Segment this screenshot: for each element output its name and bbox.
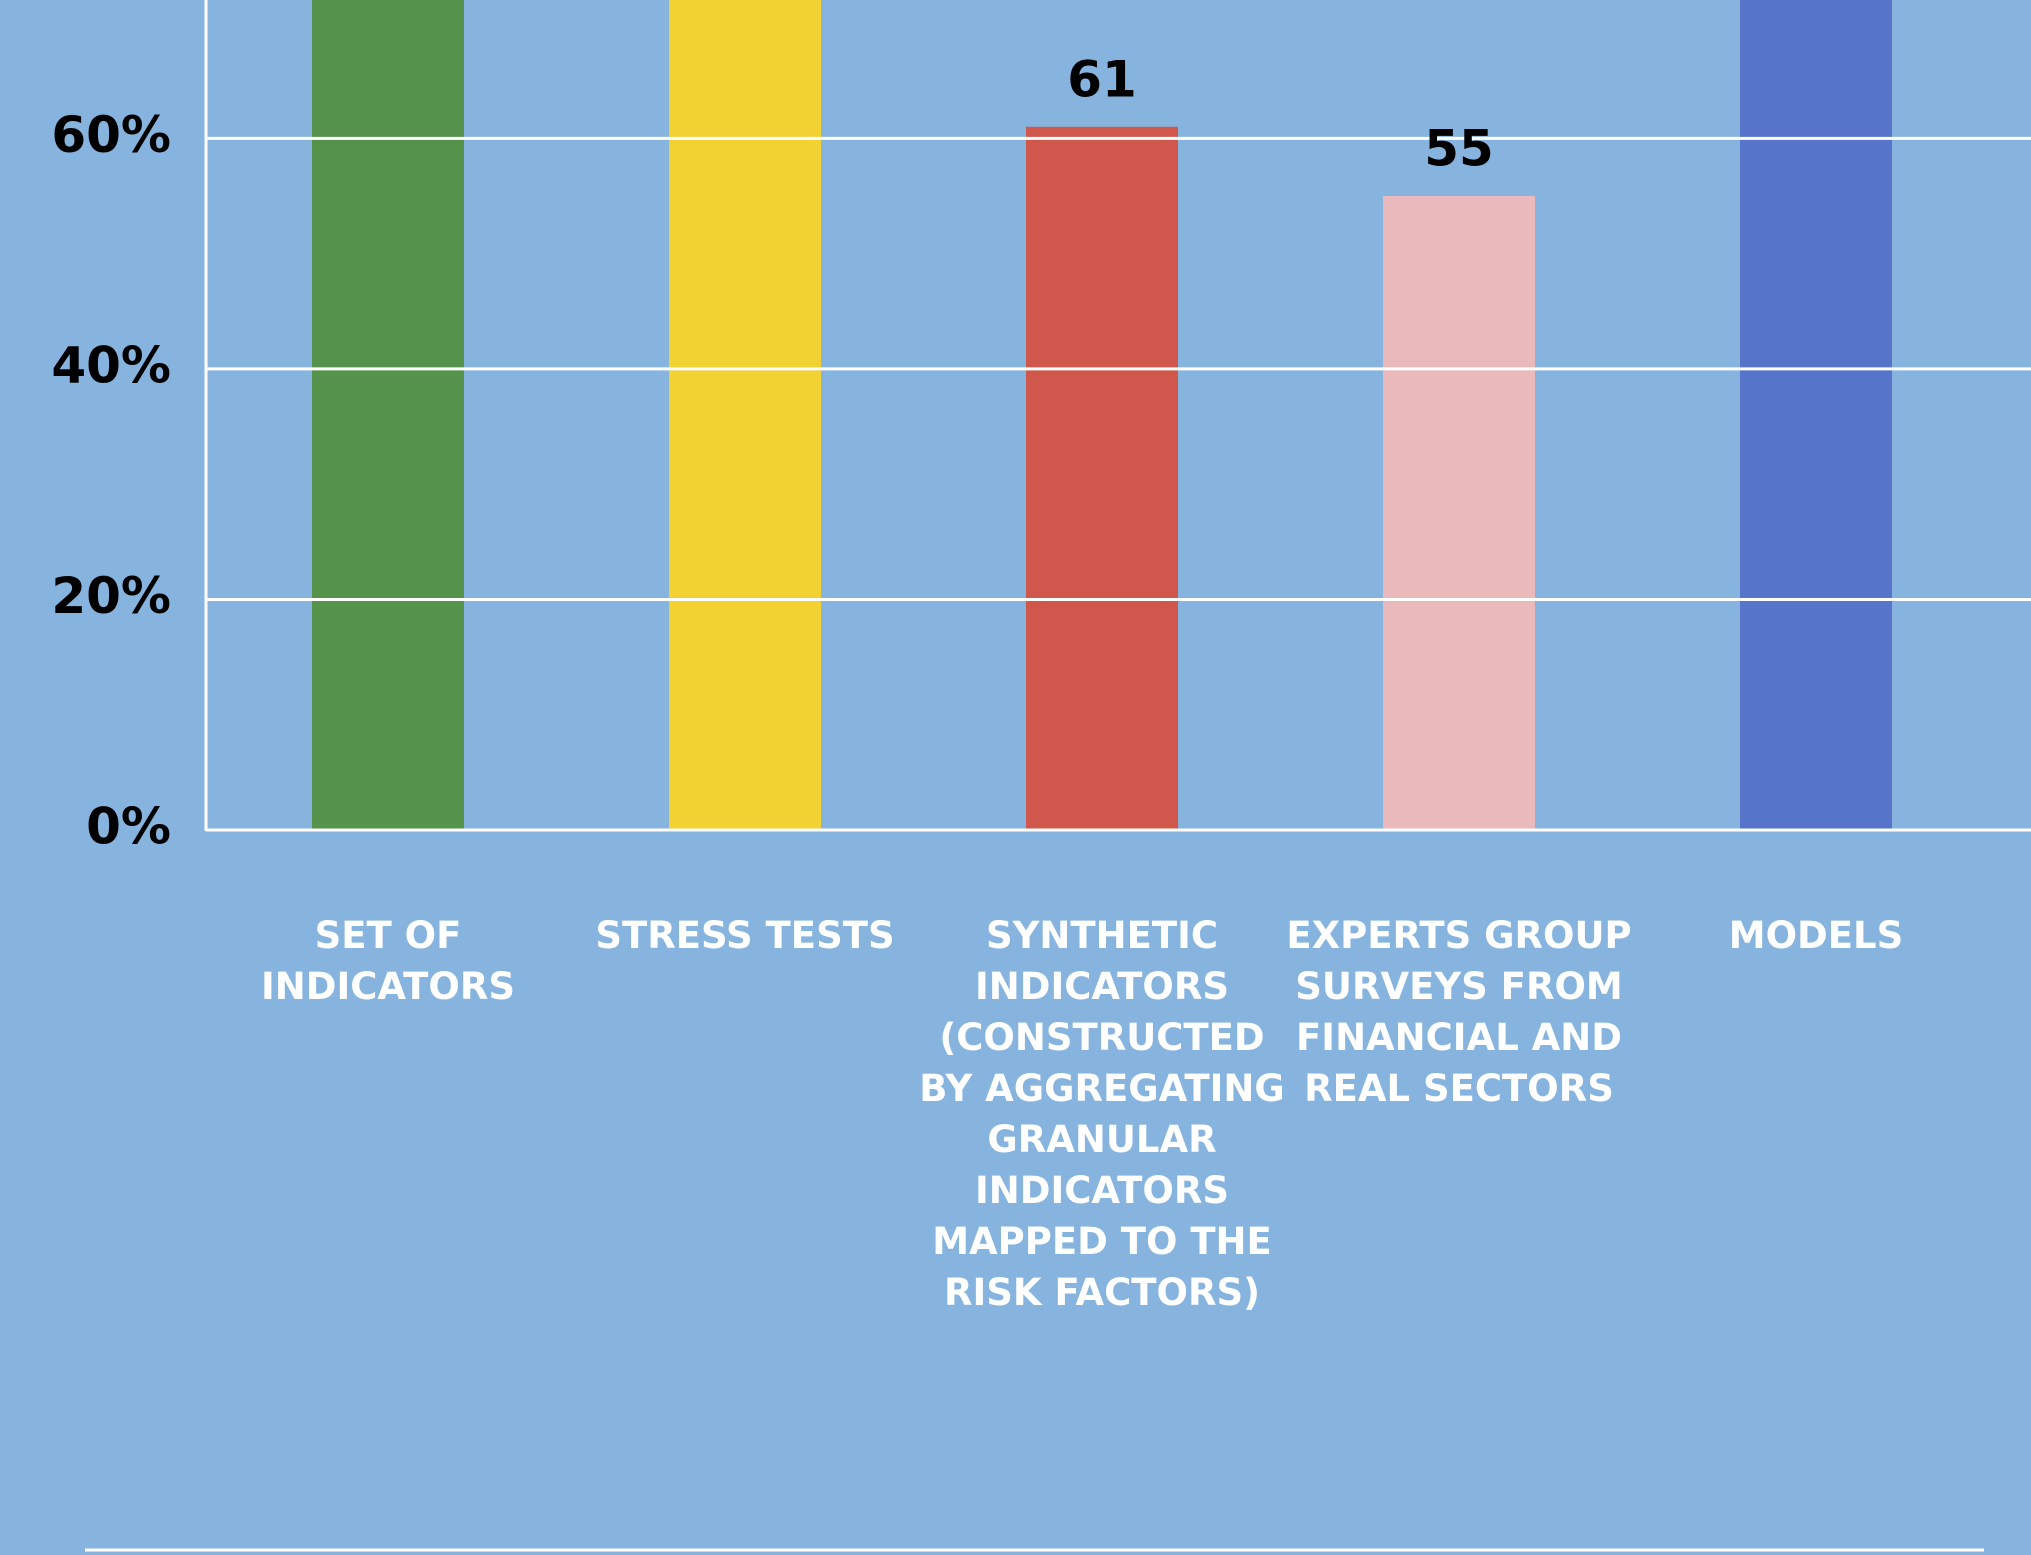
x-tick-label: SYNTHETIC INDICATORS (CONSTRUCTED BY AGG…	[919, 914, 1285, 1314]
value-label: 61	[1067, 50, 1137, 108]
bar	[1383, 195, 1535, 830]
x-tick-label: MODELS	[1728, 914, 1904, 957]
plot-area	[312, 0, 1892, 831]
x-tick-label: STRESS TESTS	[595, 914, 895, 957]
bar	[669, 0, 821, 831]
value-label: 55	[1424, 119, 1494, 177]
x-tick-label: EXPERTS GROUP SURVEYS FROM FINANCIAL AND…	[1286, 914, 1632, 1110]
y-tick-label: 60%	[51, 106, 171, 164]
y-tick-label: 40%	[51, 336, 171, 394]
bar	[312, 0, 464, 830]
bar	[1740, 0, 1892, 831]
y-tick-label: 20%	[51, 567, 171, 625]
x-tick-label: SET OF INDICATORS	[261, 914, 515, 1008]
bar	[1026, 126, 1178, 831]
y-tick-label: 0%	[86, 798, 171, 856]
